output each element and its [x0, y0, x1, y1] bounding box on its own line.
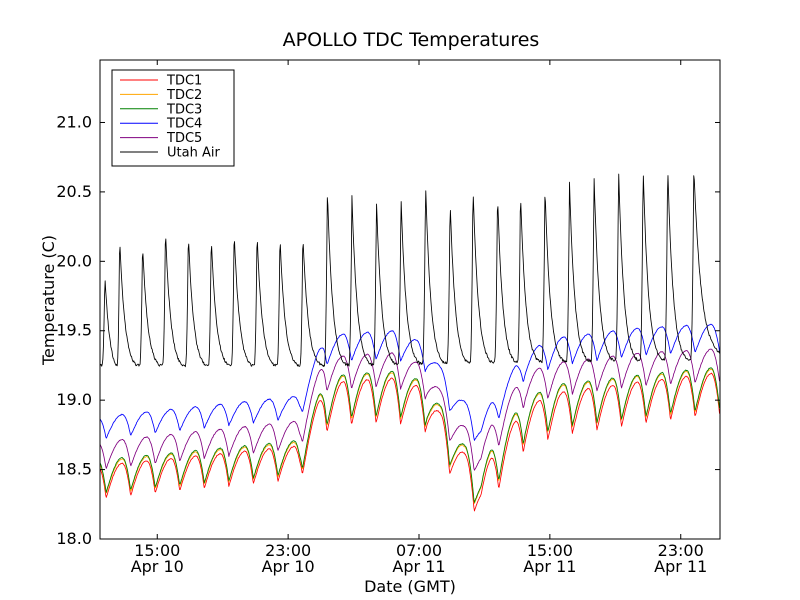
- y-axis-label: Temperature (C): [39, 235, 58, 366]
- legend-label-tdc4: TDC4: [166, 117, 202, 132]
- y-tick-label: 21.0: [56, 112, 92, 131]
- y-axis-ticks: 18.0 18.5 19.0 19.5 20.0 20.5 21.0: [56, 112, 720, 548]
- series-line-tdc3: [99, 367, 720, 503]
- x-tick-label-time: 07:00: [396, 541, 442, 560]
- legend-label-tdc2: TDC2: [166, 88, 202, 103]
- x-tick-label-date: Apr 11: [654, 557, 707, 576]
- chart-title: APOLLO TDC Temperatures: [283, 29, 540, 51]
- x-tick-label-date: Apr 10: [131, 557, 184, 576]
- x-tick-label-time: 23:00: [658, 541, 704, 560]
- legend-box: [111, 69, 235, 167]
- x-tick-label-time: 15:00: [527, 541, 573, 560]
- y-tick-label: 19.5: [56, 321, 92, 340]
- series-line-tdc5: [99, 348, 720, 471]
- y-tick-label: 20.5: [56, 182, 92, 201]
- legend-label-tdc5: TDC5: [166, 131, 202, 146]
- series-line-tdc2: [99, 368, 720, 504]
- series-line-tdc4: [99, 323, 720, 441]
- plot-frame: [99, 59, 721, 540]
- y-tick-label: 19.0: [56, 390, 92, 409]
- legend-label-utah-air: Utah Air: [167, 146, 220, 161]
- series-line-tdc1: [99, 372, 720, 512]
- x-tick-label-time: 23:00: [265, 541, 311, 560]
- x-tick-label-time: 15:00: [134, 541, 180, 560]
- series-line-utah-air: [99, 173, 720, 368]
- x-tick-label-date: Apr 11: [392, 557, 445, 576]
- x-tick-label-date: Apr 10: [262, 557, 315, 576]
- y-tick-label: 18.5: [56, 460, 92, 479]
- x-axis-label: Date (GMT): [364, 577, 456, 596]
- legend-label-tdc3: TDC3: [166, 102, 202, 117]
- y-tick-label: 20.0: [56, 251, 92, 270]
- series-layer: [99, 173, 720, 512]
- x-tick-label-date: Apr 11: [523, 557, 576, 576]
- y-tick-label: 18.0: [56, 529, 92, 548]
- legend-label-tdc1: TDC1: [166, 74, 202, 89]
